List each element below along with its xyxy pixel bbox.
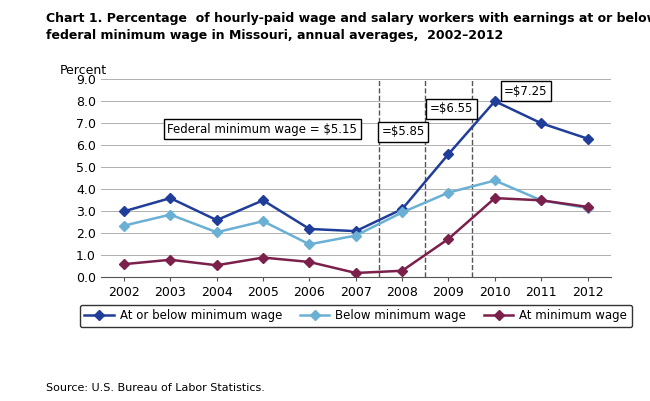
Text: =$6.55: =$6.55: [430, 102, 473, 115]
Text: Federal minimum wage = $5.15: Federal minimum wage = $5.15: [167, 123, 357, 136]
Text: =$7.25: =$7.25: [504, 85, 548, 97]
Text: Source: U.S. Bureau of Labor Statistics.: Source: U.S. Bureau of Labor Statistics.: [46, 383, 265, 393]
Text: Percent: Percent: [60, 64, 107, 77]
Text: Chart 1. Percentage  of hourly-paid wage and salary workers with earnings at or : Chart 1. Percentage of hourly-paid wage …: [46, 12, 650, 42]
Text: =$5.85: =$5.85: [382, 126, 424, 138]
Legend: At or below minimum wage, Below minimum wage, At minimum wage: At or below minimum wage, Below minimum …: [80, 304, 632, 327]
